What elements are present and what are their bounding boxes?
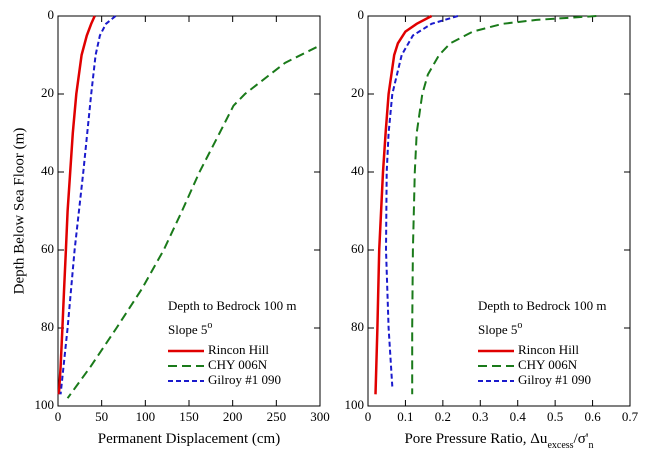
legend-label: CHY 006N — [518, 357, 578, 372]
x-tick-label: 0 — [55, 409, 62, 424]
subscript: n — [589, 440, 594, 451]
x-tick-label: 200 — [223, 409, 243, 424]
x-axis-label: Pore Pressure Ratio, Δuexcess/σ'n — [404, 431, 593, 450]
text-part: Permanent Displacement (cm) — [98, 431, 280, 447]
legend-label: CHY 006N — [208, 357, 268, 372]
legend-label: Gilroy #1 090 — [208, 372, 281, 387]
superscript: o — [207, 320, 212, 331]
data-line — [57, 15, 96, 395]
y-tick-label: 80 — [351, 319, 364, 334]
x-tick-label: 0.4 — [510, 409, 527, 424]
x-tick-label: 0.2 — [435, 409, 451, 424]
y-tick-label: 20 — [351, 85, 364, 100]
text-part: Depth to Bedrock 100 m — [478, 298, 607, 313]
x-tick-label: 150 — [179, 409, 199, 424]
x-tick-label: 0.1 — [397, 409, 413, 424]
legend-label: Rincon Hill — [208, 342, 269, 357]
y-tick-label: 100 — [35, 397, 55, 412]
superscript: o — [517, 320, 522, 331]
y-tick-label: 100 — [345, 397, 365, 412]
y-tick-label: 60 — [351, 241, 364, 256]
x-tick-label: 0.3 — [472, 409, 488, 424]
data-line — [384, 15, 459, 387]
text-part: Slope 5 — [168, 322, 207, 337]
x-tick-label: 0.7 — [622, 409, 639, 424]
subscript: excess — [547, 440, 573, 451]
annotation: Depth to Bedrock 100 m — [168, 298, 297, 313]
legend-label: Gilroy #1 090 — [518, 372, 591, 387]
y-tick-label: 80 — [41, 319, 54, 334]
y-tick-label: 0 — [358, 7, 365, 22]
data-line — [59, 15, 117, 395]
plot-frame — [57, 15, 321, 407]
x-axis-label: Permanent Displacement (cm) — [98, 431, 280, 447]
data-line — [411, 15, 597, 395]
y-tick-label: 40 — [351, 163, 364, 178]
x-tick-label: 0.6 — [584, 409, 601, 424]
x-tick-label: 0 — [365, 409, 372, 424]
data-line — [374, 14, 433, 395]
x-tick-label: 0.5 — [547, 409, 563, 424]
x-tick-label: 100 — [136, 409, 156, 424]
text-part: Depth to Bedrock 100 m — [168, 298, 297, 313]
text-part: Slope 5 — [478, 322, 517, 337]
annotation: Slope 5o — [478, 320, 522, 337]
y-axis-label: Depth Below Sea Floor (m) — [11, 128, 27, 295]
plot-frame — [367, 15, 631, 407]
y-tick-label: 60 — [41, 241, 54, 256]
legend-label: Rincon Hill — [518, 342, 579, 357]
x-tick-label: 50 — [95, 409, 108, 424]
data-line — [66, 46, 317, 399]
annotation: Slope 5o — [168, 320, 212, 337]
y-tick-label: 20 — [41, 85, 54, 100]
y-tick-label: 0 — [48, 7, 55, 22]
x-tick-label: 300 — [310, 409, 330, 424]
annotation: Depth to Bedrock 100 m — [478, 298, 607, 313]
text-part: /σ' — [574, 431, 589, 447]
text-part: Pore Pressure Ratio, Δu — [404, 431, 547, 447]
y-tick-label: 40 — [41, 163, 54, 178]
x-tick-label: 250 — [267, 409, 287, 424]
